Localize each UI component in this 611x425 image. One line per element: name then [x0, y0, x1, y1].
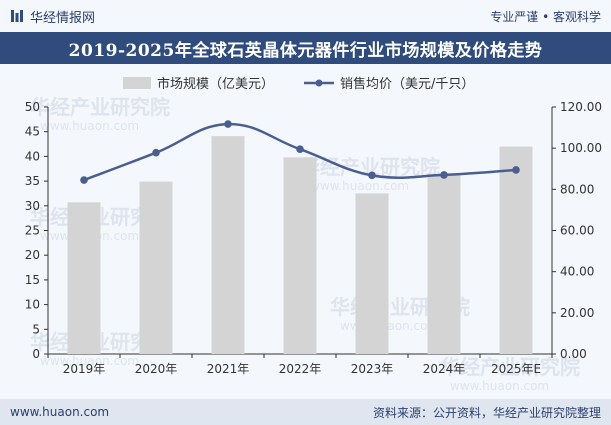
bar-series: [67, 136, 533, 354]
brand-name: 华经情报网: [30, 10, 96, 26]
bar: [427, 173, 461, 354]
watermark-sub: www.huaon.com: [40, 119, 139, 133]
footer-website: www.huaon.com: [10, 405, 110, 419]
x-tick-label: 2025年E: [491, 362, 541, 376]
x-tick-label: 2022年: [279, 362, 322, 376]
watermark-text: 华经产业研究院: [440, 355, 580, 379]
footer-source: 资料来源：公开资料，华经产业研究院整理: [372, 405, 601, 420]
chart-title: 2019-2025年全球石英晶体元器件行业市场规模及价格走势: [0, 32, 611, 64]
line-point: [368, 171, 376, 180]
x-tick-label: 2023年: [351, 362, 394, 376]
line-point: [152, 148, 160, 157]
watermark-sub: www.huaon.com: [310, 179, 409, 193]
brand: 华经情报网: [10, 7, 95, 26]
y-left-tick-label: 25: [25, 224, 40, 238]
x-tick-label: 2020年: [135, 362, 178, 376]
y-left-tick-label: 40: [25, 149, 40, 163]
brand-logo-icon: [11, 10, 23, 22]
tagline: 专业严谨 • 客观科学: [490, 9, 601, 24]
bar: [499, 146, 533, 354]
bar: [67, 202, 101, 354]
line-point: [80, 176, 88, 184]
y-left-tick-label: 35: [25, 174, 40, 188]
legend-marker-line: [315, 79, 323, 87]
x-tick-label: 2021年: [207, 362, 250, 376]
y-left-tick-label: 50: [25, 100, 40, 114]
top-bar: 华经情报网 专业严谨 • 客观科学: [0, 0, 611, 32]
axes: 0 5 10 15 20 25 30 35 40 45 50 0.00 20.00 40.00 60.00 8…: [25, 100, 602, 376]
bar: [211, 136, 245, 354]
x-tick-label: 2019年: [63, 362, 106, 376]
y-left-tick-label: 45: [25, 125, 40, 139]
watermark-sub: www.huaon.com: [340, 319, 439, 333]
y-left-tick-label: 30: [25, 199, 40, 213]
line-point: [296, 145, 304, 153]
y-right-tick-label: 40.00: [560, 265, 594, 279]
watermark-sub: www.huaon.com: [40, 354, 139, 368]
line-point: [512, 166, 520, 174]
y-right-tick-label: 0.00: [560, 347, 587, 361]
legend-label-line: 销售均价（美元/千只）: [340, 76, 474, 92]
line-point: [224, 120, 232, 128]
line-series: [80, 120, 520, 184]
watermark-sub: www.huaon.com: [450, 379, 549, 393]
legend: 市场规模（亿美元） 销售均价（美元/千只）: [123, 76, 474, 92]
y-left-tick-label: 15: [25, 273, 40, 287]
y-left-tick-label: 10: [25, 298, 40, 312]
y-right-tick-label: 80.00: [560, 182, 594, 196]
y-right-tick-label: 60.00: [560, 224, 594, 238]
bar: [139, 181, 173, 354]
legend-label-bar: 市场规模（亿美元）: [157, 76, 274, 92]
footer: www.huaon.com 资料来源：公开资料，华经产业研究院整理: [0, 399, 611, 425]
x-tick-label: 2024年: [423, 362, 466, 376]
y-left-tick-label: 5: [32, 322, 40, 336]
bar: [283, 157, 317, 354]
chart-area: 华经产业研究院www.huaon.com华经产业研究院www.huaon.com…: [25, 76, 602, 393]
watermark-text: 华经产业研究院: [30, 95, 170, 119]
y-right-tick-label: 20.00: [560, 306, 594, 320]
line-point: [440, 171, 448, 179]
bar: [355, 193, 389, 354]
y-right-tick-label: 120.00: [560, 100, 602, 114]
y-left-tick-label: 20: [25, 248, 40, 262]
y-left-tick-label: 0: [32, 347, 40, 361]
legend-swatch-bar: [123, 77, 151, 89]
y-right-tick-label: 100.00: [560, 141, 602, 155]
